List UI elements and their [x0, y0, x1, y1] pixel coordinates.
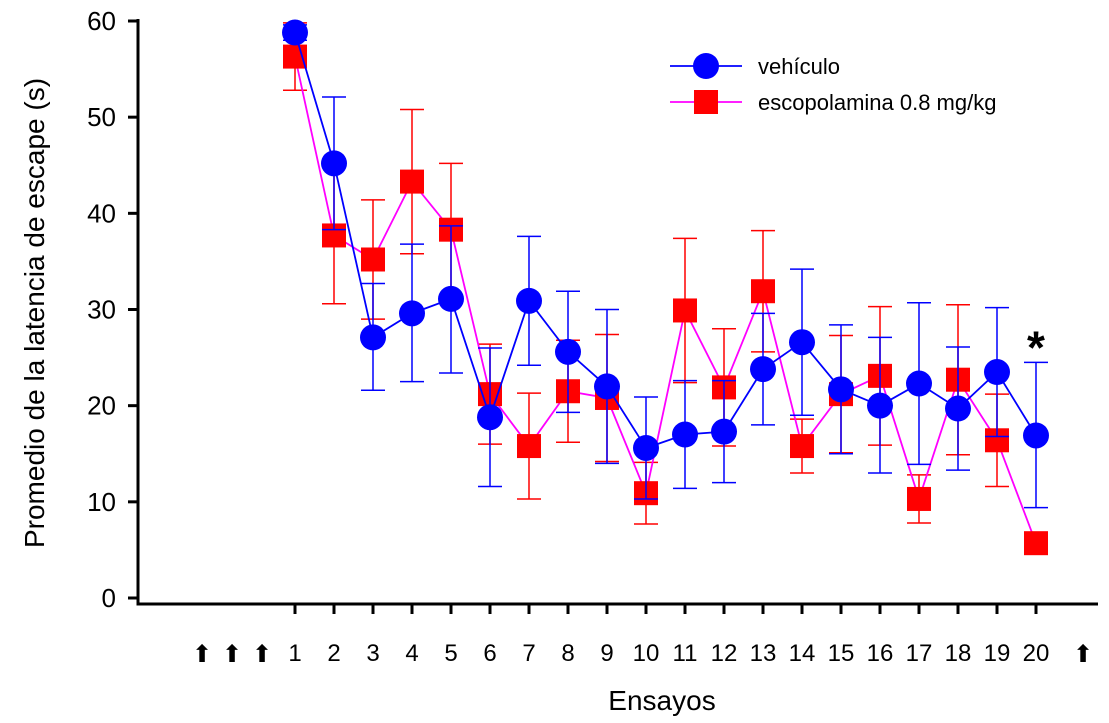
legend-marker	[694, 90, 718, 114]
x-tick-label: 7	[522, 640, 535, 667]
series-layer	[282, 19, 1049, 556]
significance-asterisk: *	[1027, 322, 1045, 374]
x-axis-ticks: 1 2 3 4 5 6 7 8 9 10 11 12 13 14 15 16 17 18 19 20⬆ ⬆ ⬆ ⬆	[192, 604, 1093, 668]
data-point	[361, 247, 385, 272]
arrow-marker: ⬆	[222, 641, 242, 668]
data-point	[907, 486, 931, 511]
data-point	[477, 404, 503, 431]
y-tick-label: 60	[87, 6, 116, 36]
data-point	[711, 418, 737, 445]
x-axis-label: Ensayos	[608, 685, 715, 716]
data-point	[906, 370, 932, 397]
data-point	[790, 434, 814, 459]
data-point	[1023, 422, 1049, 449]
x-tick-label: 15	[828, 640, 855, 667]
data-point	[672, 421, 698, 448]
y-tick-label: 40	[87, 198, 116, 228]
y-tick-label: 10	[87, 487, 116, 517]
x-tick-label: 9	[600, 640, 613, 667]
y-tick-label: 0	[102, 583, 116, 613]
x-tick-label: 1	[288, 640, 301, 667]
y-tick-label: 30	[87, 295, 116, 325]
data-point	[399, 300, 425, 327]
legend-marker	[693, 53, 719, 79]
data-point	[673, 298, 697, 323]
y-axis-ticks: 0 10 20 30 40 50 60	[87, 6, 138, 613]
x-tick-label: 20	[1023, 640, 1050, 667]
x-tick-label: 18	[945, 640, 972, 667]
data-point	[945, 395, 971, 422]
data-point	[867, 392, 893, 419]
x-tick-label: 2	[327, 640, 340, 667]
x-tick-label: 14	[789, 640, 816, 667]
data-point	[438, 285, 464, 312]
x-tick-label: 16	[867, 640, 894, 667]
data-point	[751, 279, 775, 304]
x-tick-label: 13	[750, 640, 777, 667]
legend: vehículo escopolamina 0.8 mg/kg	[670, 53, 996, 115]
legend-item-vehiculo: vehículo	[670, 53, 840, 79]
x-tick-label: 6	[483, 640, 496, 667]
data-point	[360, 324, 386, 351]
x-tick-label: 11	[673, 640, 698, 667]
data-point	[789, 329, 815, 356]
x-tick-label: 5	[444, 640, 457, 667]
x-tick-label: 17	[906, 640, 933, 667]
x-tick-label: 8	[561, 640, 574, 667]
data-point	[283, 44, 307, 69]
legend-label: escopolamina 0.8 mg/kg	[758, 90, 996, 115]
y-tick-label: 50	[87, 102, 116, 132]
arrow-marker: ⬆	[192, 641, 212, 668]
arrow-marker: ⬆	[252, 641, 272, 668]
data-point	[400, 169, 424, 194]
x-tick-label: 12	[711, 640, 738, 667]
data-point	[1024, 531, 1048, 556]
y-axis-label: Promedio de la latencia de escape (s)	[19, 78, 50, 548]
data-point	[517, 434, 541, 459]
legend-label: vehículo	[758, 54, 840, 79]
x-tick-label: 10	[633, 640, 660, 667]
data-point	[750, 356, 776, 383]
x-tick-label: 4	[405, 640, 418, 667]
data-point	[633, 434, 659, 461]
y-tick-label: 20	[87, 391, 116, 421]
legend-item-escopolamina: escopolamina 0.8 mg/kg	[670, 90, 996, 115]
data-point	[594, 373, 620, 400]
series-vehiculo	[282, 19, 1049, 509]
x-tick-label: 19	[984, 640, 1011, 667]
data-point	[321, 150, 347, 177]
x-tick-label: 3	[366, 640, 379, 667]
data-point	[555, 338, 581, 365]
data-point	[282, 19, 308, 46]
data-point	[984, 359, 1010, 386]
arrow-marker: ⬆	[1073, 641, 1093, 668]
data-point	[828, 376, 854, 403]
data-point	[516, 287, 542, 314]
series-line	[294, 56, 1037, 544]
